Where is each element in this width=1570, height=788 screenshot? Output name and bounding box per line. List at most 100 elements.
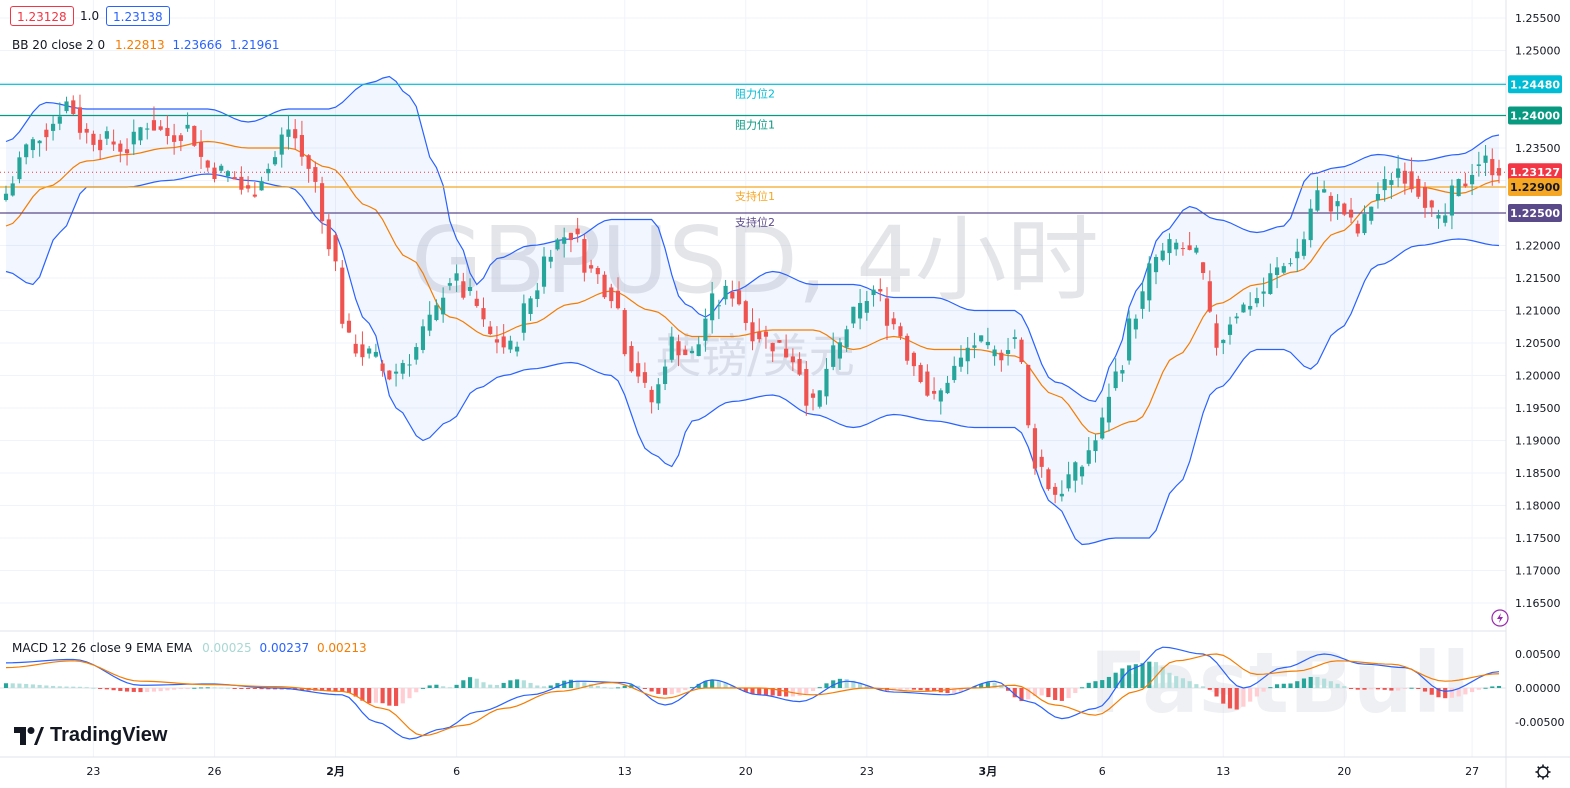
price-tick-label: 1.23500 xyxy=(1515,142,1561,155)
macd-histogram-bar xyxy=(252,688,257,689)
candle-body xyxy=(689,350,695,354)
time-tick-label: 6 xyxy=(453,765,460,778)
macd-histogram-bar xyxy=(1490,686,1495,688)
macd-histogram-bar xyxy=(521,680,526,688)
candle-body xyxy=(246,185,251,189)
candle-body xyxy=(30,139,35,151)
gear-icon[interactable] xyxy=(1535,764,1551,780)
candle-body xyxy=(259,181,264,191)
macd-histogram-bar xyxy=(380,688,385,704)
macd-histogram-bar xyxy=(1389,688,1394,691)
tradingview-logo[interactable]: TradingView xyxy=(14,724,167,747)
macd-histogram-bar xyxy=(1113,672,1118,688)
macd-histogram-bar xyxy=(703,681,708,688)
price-tick-label: 1.17500 xyxy=(1515,532,1561,545)
gear-icon-tooth xyxy=(1537,766,1541,770)
candle-body xyxy=(1348,209,1354,218)
candle-body xyxy=(932,390,937,394)
candle-body xyxy=(1396,168,1401,178)
macd-histogram-bar xyxy=(1127,665,1132,688)
bb-legend[interactable]: BB 20 close 2 0 1.22813 1.23666 1.21961 xyxy=(12,38,280,52)
macd-histogram-bar xyxy=(1463,688,1468,695)
candle-body xyxy=(98,139,103,151)
price-tick-label: 1.22000 xyxy=(1515,240,1561,253)
bb-basis-value: 1.22813 xyxy=(115,38,165,52)
candle-body xyxy=(1288,263,1293,265)
lightning-icon[interactable] xyxy=(1491,609,1509,627)
candle-body xyxy=(441,297,446,315)
macd-histogram-bar xyxy=(669,688,674,695)
candle-body xyxy=(1160,250,1165,261)
level-label-s2: 支持位2 xyxy=(735,215,775,229)
candle-body xyxy=(763,331,769,337)
macd-histogram-bar xyxy=(810,688,816,691)
macd-histogram-bar xyxy=(259,688,264,690)
lightning-icon-bolt xyxy=(1497,613,1503,623)
candle-body xyxy=(1026,364,1031,426)
candle-body xyxy=(555,239,560,250)
price-label-r2: 1.24480 xyxy=(1510,78,1560,91)
candle-body xyxy=(205,160,210,168)
macd-histogram-bar xyxy=(51,685,56,688)
macd-histogram-bar xyxy=(568,679,573,688)
macd-histogram-bar xyxy=(582,682,587,688)
macd-histogram-bar xyxy=(864,685,869,688)
macd-histogram-bar xyxy=(743,688,748,692)
macd-hist-value: 0.00025 xyxy=(202,641,252,655)
macd-histogram-bar xyxy=(447,687,452,689)
macd-histogram-bar xyxy=(1348,688,1354,689)
candle-body xyxy=(1261,291,1266,294)
macd-histogram-bar xyxy=(777,688,782,697)
candle-body xyxy=(649,389,654,403)
macd-histogram-bar xyxy=(1160,666,1165,688)
ask-price[interactable]: 1.23138 xyxy=(106,6,170,26)
candle-body xyxy=(299,135,304,157)
candle-body xyxy=(84,128,89,133)
macd-histogram-bar xyxy=(1456,688,1461,697)
price-tick-label: 1.21500 xyxy=(1515,272,1561,285)
candle-body xyxy=(1093,440,1098,452)
candle-body xyxy=(730,291,735,299)
candle-body xyxy=(158,126,163,130)
candle-body xyxy=(804,369,809,406)
candle-body xyxy=(898,326,903,337)
macd-histogram-bar xyxy=(831,680,836,688)
macd-histogram-bar xyxy=(898,688,903,690)
macd-histogram-bar xyxy=(905,688,910,690)
candle-body xyxy=(589,265,594,269)
candle-body xyxy=(1248,305,1253,310)
candle-body xyxy=(1106,396,1112,423)
macd-histogram-bar xyxy=(461,680,466,688)
macd-histogram-bar xyxy=(104,688,109,690)
macd-histogram-bar xyxy=(44,685,49,688)
candle-body xyxy=(393,371,399,374)
price-label-r2-bg xyxy=(1508,75,1562,94)
candle-body xyxy=(212,167,217,180)
macd-histogram-bar xyxy=(1328,681,1333,688)
macd-label: MACD 12 26 close 9 EMA EMA xyxy=(12,641,193,655)
candle-body xyxy=(1274,267,1280,276)
candle-body xyxy=(696,344,701,357)
price-tick-label: 1.18500 xyxy=(1515,467,1561,480)
macd-legend[interactable]: MACD 12 26 close 9 EMA EMA 0.00025 0.002… xyxy=(12,641,367,655)
candle-body xyxy=(1241,304,1246,313)
macd-line-value: 0.00237 xyxy=(259,641,310,655)
candle-body xyxy=(24,144,29,158)
macd-signal-line xyxy=(5,653,1500,737)
candle-body xyxy=(407,364,412,366)
candle-body xyxy=(1496,168,1502,176)
macd-histogram-bar xyxy=(1241,688,1246,707)
macd-histogram-bar xyxy=(1483,687,1488,689)
macd-histogram-bar xyxy=(723,682,728,688)
candle-body xyxy=(595,267,600,275)
macd-line xyxy=(5,646,1500,740)
macd-histogram-bar xyxy=(340,688,345,692)
candle-body xyxy=(1039,456,1044,467)
macd-histogram-bar xyxy=(1375,688,1381,690)
candle-body xyxy=(777,340,782,343)
macd-histogram-bar xyxy=(1322,678,1327,688)
macd-histogram-bar xyxy=(515,679,520,688)
bid-price[interactable]: 1.23128 xyxy=(10,6,74,26)
macd-histogram-bar xyxy=(609,687,614,689)
